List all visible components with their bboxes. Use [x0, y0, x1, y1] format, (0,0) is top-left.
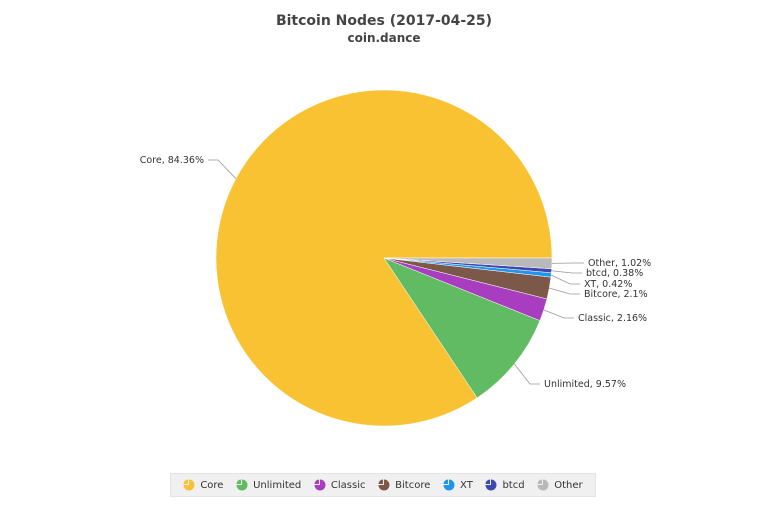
- label-connector-btcd: [551, 270, 582, 274]
- pie-chart: Core, 84.36% Unlimited, 9.57% Classic, 2.1…: [140, 89, 651, 427]
- pie-icon: [378, 479, 390, 491]
- label-connector-classic: [543, 309, 574, 319]
- pie-icon: [183, 479, 195, 491]
- chart-subtitle: coin.dance: [347, 31, 421, 45]
- pie-slice-other[interactable]: [383, 257, 553, 270]
- pie-icon: [537, 479, 549, 491]
- pie-icon: [443, 479, 455, 491]
- legend-label: Classic: [330, 479, 366, 491]
- data-label-core: Core, 84.36%: [140, 155, 204, 166]
- label-connector-xt: [550, 274, 580, 285]
- data-label-bitcore: Bitcore, 2.1%: [584, 289, 648, 300]
- legend-item-classic[interactable]: Classic: [314, 479, 366, 491]
- legend-item-unlimited[interactable]: Unlimited: [236, 479, 301, 491]
- legend-label: btcd: [502, 479, 525, 491]
- pie-slice-unlimited[interactable]: [383, 257, 541, 399]
- pie-icon: [236, 479, 248, 491]
- data-label-other: Other, 1.02%: [588, 258, 651, 269]
- legend-item-xt[interactable]: XT: [443, 479, 473, 491]
- legend-item-btcd[interactable]: btcd: [485, 479, 525, 491]
- data-label-unlimited: Unlimited, 9.57%: [544, 379, 626, 390]
- legend-label: Bitcore: [395, 479, 431, 491]
- data-label-btcd: btcd, 0.38%: [586, 268, 643, 279]
- legend-item-bitcore[interactable]: Bitcore: [378, 479, 430, 491]
- data-label-classic: Classic, 2.16%: [578, 313, 647, 324]
- label-connector-bitcore: [549, 287, 580, 295]
- chart-title: Bitcoin Nodes (2017-04-25): [275, 13, 493, 29]
- legend-item-other[interactable]: Other: [537, 479, 583, 491]
- pie-icon: [485, 479, 497, 491]
- legend-item-core[interactable]: Core: [183, 479, 223, 491]
- legend-label: Core: [200, 479, 224, 491]
- legend-label: XT: [460, 479, 473, 491]
- chart-legend: Core Unlimited Classic Bitcore XT btcd Other: [170, 473, 596, 497]
- label-connector-core: [208, 159, 237, 179]
- label-connector-unlimited: [514, 363, 540, 385]
- pie-icon: [314, 479, 326, 491]
- legend-label: Other: [554, 479, 583, 491]
- data-label-xt: XT, 0.42%: [584, 279, 632, 290]
- legend-label: Unlimited: [253, 479, 302, 491]
